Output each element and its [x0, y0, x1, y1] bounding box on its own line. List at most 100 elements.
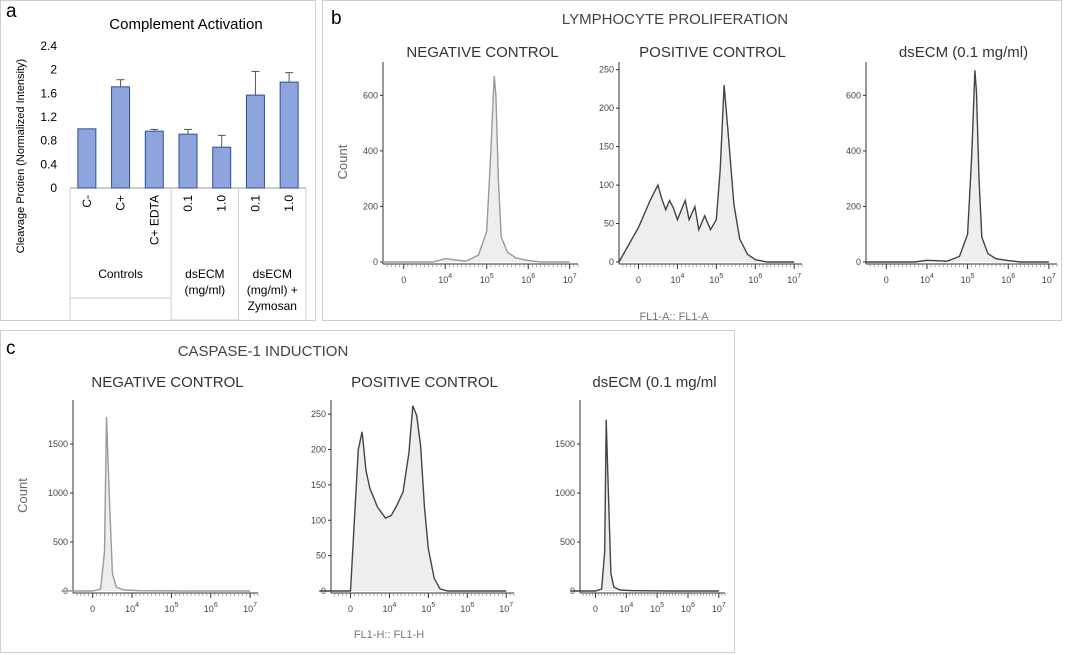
group-label: dsECM (mg/ml) [185, 267, 226, 297]
histogram-title: dsECM (0.1 mg/ml) [899, 44, 1028, 61]
histogram-y-tick: 0 [373, 257, 378, 267]
histogram-x-tick: 104 [920, 273, 934, 285]
panel-c-frame [0, 330, 735, 653]
bar-category-label: 0.1 [181, 195, 195, 212]
histogram-y-tick: 0 [856, 257, 861, 267]
bar-y-tick: 0.8 [40, 134, 57, 148]
histogram-y-tick: 1500 [48, 439, 68, 449]
histogram-x-tick: 106 [748, 273, 762, 285]
histogram-x-tick: 0 [636, 275, 641, 285]
panel-c-letter: c [6, 338, 16, 359]
histogram-y-tick: 50 [316, 551, 326, 561]
histogram-curve [570, 419, 719, 592]
histogram-y-tick: 500 [53, 537, 68, 547]
bar-category-label: C+ EDTA [147, 195, 161, 245]
histogram-y-tick: 100 [311, 515, 326, 525]
histogram-curve [383, 75, 570, 263]
histogram-y-tick: 400 [846, 146, 861, 156]
histogram-y-tick: 200 [599, 103, 614, 113]
panel-a-title: Complement Activation [109, 16, 262, 33]
histogram-x-tick: 0 [90, 604, 95, 614]
bar-1 [111, 86, 131, 189]
group-label: dsECM (mg/ml) + Zymosan [247, 267, 298, 313]
histogram-title: dsECM (0.1 mg/ml [592, 374, 716, 391]
bar-y-tick: 2 [50, 63, 57, 77]
histogram-curve [319, 405, 507, 592]
histogram-x-tick: 105 [650, 602, 664, 614]
bar-3 [178, 133, 198, 189]
bar-y-tick: 1.6 [40, 86, 57, 100]
histogram-y-tick: 1000 [555, 488, 575, 498]
group-label: Controls [98, 267, 143, 281]
histogram-x-tick: 107 [712, 602, 726, 614]
lymphocyte-histograms: FL1-A:: FL1-A NEGATIVE CONTROLCount02004… [335, 44, 1058, 323]
histogram-x-tick: 0 [401, 275, 406, 285]
histogram-y-tick: 50 [604, 219, 614, 229]
bar-category-label: 1.0 [282, 195, 296, 212]
histogram-y-tick: 250 [599, 65, 614, 75]
histogram-fill [570, 419, 719, 591]
histogram-x-tick: 0 [593, 604, 598, 614]
panel-c-x-label: FL1-H:: FL1-H [354, 629, 424, 641]
histogram-x-tick: 104 [382, 602, 396, 614]
histogram-x-tick: 106 [521, 273, 535, 285]
histogram-y-tick: 0 [609, 257, 614, 267]
histogram-y-tick: 1500 [555, 439, 575, 449]
histogram-y-tick: 150 [311, 480, 326, 490]
histogram-x-tick: 105 [421, 602, 435, 614]
histogram-x-tick: 106 [460, 602, 474, 614]
histogram-y-tick: 1000 [48, 488, 68, 498]
histogram-fill [319, 405, 507, 591]
histogram-y-label: Count [335, 144, 350, 179]
histogram-title: NEGATIVE CONTROL [91, 374, 243, 391]
histogram-x-tick: 107 [243, 602, 257, 614]
histogram-x-tick: 104 [670, 273, 684, 285]
histogram-x-tick: 105 [961, 273, 975, 285]
panel-a-frame [0, 0, 316, 321]
histogram-x-tick: 105 [709, 273, 723, 285]
histogram-y-tick: 200 [363, 201, 378, 211]
histogram-x-tick: 104 [125, 602, 139, 614]
bar-0 [77, 128, 97, 189]
histogram-fill [383, 75, 570, 263]
histogram-x-tick: 104 [438, 273, 452, 285]
panel-b-frame [322, 0, 1062, 321]
panel-b-x-label: FL1-A:: FL1-A [639, 311, 709, 323]
panel-a-letter: a [6, 1, 17, 22]
histogram-y-tick: 600 [363, 90, 378, 100]
histogram-x-tick: 106 [1001, 273, 1015, 285]
bar-category-label: 0.1 [248, 195, 262, 212]
panel-b-title: LYMPHOCYTE PROLIFERATION [562, 11, 788, 28]
histogram-x-tick: 0 [348, 604, 353, 614]
bar-y-tick: 0.4 [40, 157, 57, 171]
bar-4 [212, 146, 232, 189]
histogram-curve [866, 70, 1049, 263]
histogram-fill [866, 70, 1049, 262]
histogram-y-tick: 400 [363, 146, 378, 156]
histogram-x-tick: 107 [499, 602, 513, 614]
histogram-x-tick: 107 [787, 273, 801, 285]
panel-c-title: CASPASE-1 INDUCTION [178, 343, 349, 360]
bar-y-tick: 0 [50, 181, 57, 195]
bar-6 [279, 81, 299, 189]
histogram-fill [61, 416, 251, 591]
histogram-title: POSITIVE CONTROL [639, 44, 786, 61]
histogram-x-tick: 107 [1042, 273, 1056, 285]
histogram-title: POSITIVE CONTROL [351, 374, 498, 391]
histogram-y-tick: 200 [846, 201, 861, 211]
bar-y-label: Cleavage Protien (Normalized Intensity) [15, 59, 27, 253]
histogram-y-tick: 250 [311, 409, 326, 419]
caspase-histograms: FL1-H:: FL1-H NEGATIVE CONTROLCount05001… [15, 374, 726, 641]
bar-category-label: C- [80, 195, 94, 208]
histogram-y-tick: 150 [599, 142, 614, 152]
histogram-x-tick: 0 [884, 275, 889, 285]
complement-bar-chart: Cleavage Protien (Normalized Intensity) … [15, 39, 307, 321]
histogram-fill [619, 85, 795, 262]
histogram-y-tick: 600 [846, 90, 861, 100]
bar-y-tick: 2.4 [40, 39, 57, 53]
histogram-curve [61, 416, 251, 592]
histogram-y-tick: 200 [311, 445, 326, 455]
panel-b-letter: b [331, 8, 342, 29]
histogram-title: NEGATIVE CONTROL [406, 44, 558, 61]
